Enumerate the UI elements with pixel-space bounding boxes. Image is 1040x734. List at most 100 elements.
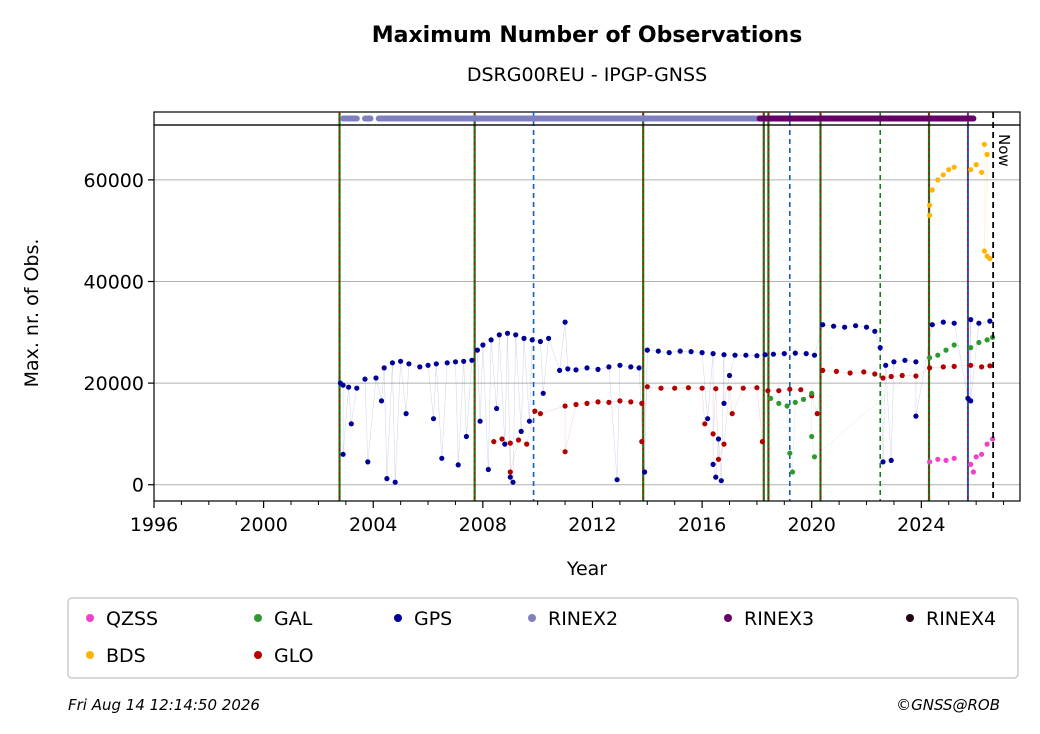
data-point [710,351,716,357]
data-point [455,462,461,468]
series-connector [340,319,990,483]
data-point [715,436,722,442]
data-point [639,439,645,445]
data-point [365,459,371,465]
x-tick-label: 2012 [568,514,616,536]
data-point [987,363,993,369]
data-point [927,365,933,371]
data-point [935,177,941,183]
x-tick-label: 2020 [788,514,836,536]
data-point [946,167,952,173]
data-point [968,362,974,368]
data-point [606,399,612,405]
data-point [902,357,908,363]
data-point [507,440,513,446]
data-point [617,362,623,368]
data-point [655,348,661,354]
data-point [776,388,782,394]
x-axis-label: Year [566,558,607,580]
data-point [976,320,982,326]
footer-credit: ©GNSS@ROB [896,696,1000,714]
data-point [872,371,878,377]
data-point [973,162,979,168]
data-point [461,358,467,364]
series-connector [929,438,993,473]
data-point [759,439,766,445]
footer-timestamp: Fri Aug 14 12:14:50 2026 [68,696,260,714]
data-point [811,454,818,460]
data-point [833,368,840,374]
legend-label: RINEX3 [744,608,814,630]
data-point [425,362,431,368]
data-point [562,319,568,325]
legend-marker [394,614,402,622]
data-point [677,348,683,354]
data-point [392,479,398,485]
data-point [699,350,705,356]
data-point [943,347,949,353]
data-point [770,351,777,357]
data-point [510,479,516,485]
data-point [406,361,412,367]
data-point [713,474,719,480]
data-point [373,375,379,381]
data-point [710,431,716,437]
data-point [929,187,935,193]
x-tick-label: 1996 [130,514,178,536]
data-point [935,456,941,462]
chart-title: Maximum Number of Observations [372,23,803,48]
data-point [439,455,445,461]
legend-marker [86,651,94,659]
data-point [831,323,837,329]
data-point [984,151,990,158]
data-point [968,398,974,404]
data-point [979,169,985,175]
legend-marker [528,614,536,622]
data-point [899,372,905,379]
y-axis: 0 20000 40000 60000 [84,170,154,497]
data-point [389,360,395,366]
data-point [628,364,634,370]
x-tick-label: 2000 [239,514,287,536]
data-point [984,441,990,447]
data-point [927,355,933,361]
data-point [474,347,480,353]
data-point [927,202,933,208]
data-point [863,324,870,330]
data-point [346,384,352,390]
data-point [935,352,941,358]
data-point [721,352,727,358]
data-point [798,387,804,393]
data-point [820,322,826,328]
data-point [417,364,423,370]
data-point [348,421,354,427]
data-point [562,403,568,409]
x-tick-label: 2016 [678,514,726,536]
data-point [951,455,957,461]
data-point [636,365,642,371]
data-point [809,433,815,440]
data-point [666,350,672,356]
data-point [573,367,579,373]
data-point [378,398,385,404]
data-point [699,385,705,391]
data-point [754,385,760,391]
event-lines [338,112,969,501]
data-point [979,451,985,457]
data-point [491,439,497,445]
data-point [384,476,390,482]
legend-frame [67,597,1019,679]
legend-marker [724,614,732,622]
data-point [672,385,678,391]
data-point [537,411,544,417]
legend-label: RINEX4 [926,608,996,630]
data-point [981,248,988,254]
data-point [595,399,601,405]
data-point [803,351,809,357]
data-point [968,461,974,467]
data-point [381,365,387,371]
data-point [480,342,486,348]
data-point [595,366,601,372]
data-point [529,337,535,343]
